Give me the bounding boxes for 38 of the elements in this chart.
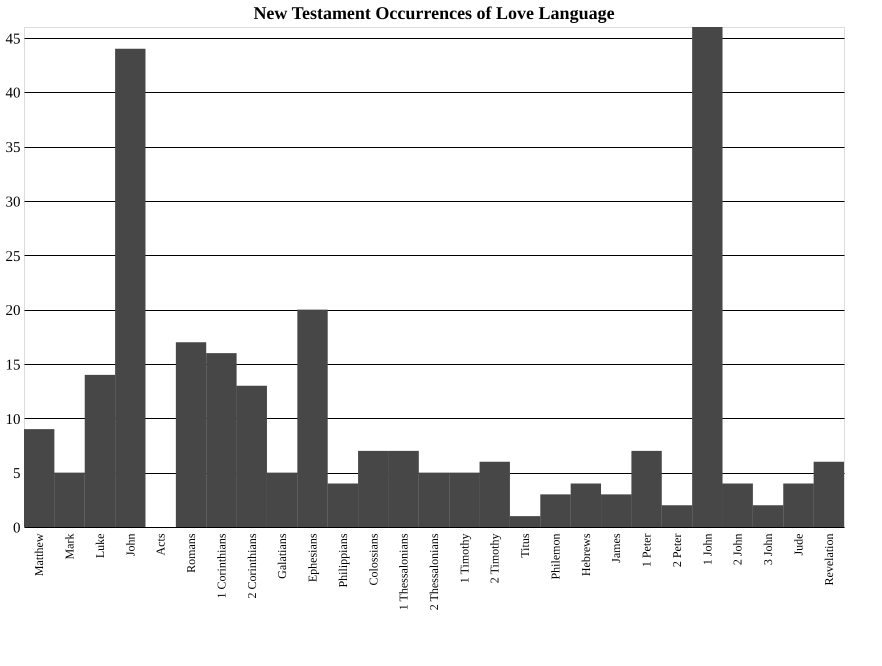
x-tick-label: 2 Corinthians <box>244 533 259 598</box>
y-tick-label: 20 <box>6 303 20 320</box>
x-tick-label: Colossians <box>366 533 380 586</box>
x-tick-label: Matthew <box>32 533 46 576</box>
x-tick-label: Acts <box>154 533 168 556</box>
x-tick-label: 2 Timothy <box>488 534 502 584</box>
x-tick-label: Hebrews <box>578 533 593 576</box>
x-tick-label: 1 Timothy <box>457 534 472 584</box>
x-tick-label: John <box>123 534 138 556</box>
x-tick-label: Titus <box>518 533 532 558</box>
x-tick-label: Philippians <box>336 533 350 588</box>
x-tick-label: 1 Corinthians <box>214 533 228 598</box>
x-tick-label: Romans <box>184 533 198 573</box>
x-tick-label: Ephesians <box>306 533 320 582</box>
y-tick-label: 45 <box>6 31 20 48</box>
y-tick-label: 0 <box>13 520 20 536</box>
y-tick-label: 5 <box>13 466 20 482</box>
y-tick-label: 10 <box>6 412 20 428</box>
y-tick-label: 40 <box>6 86 20 102</box>
chart-title: New Testament Occurrences of Love Language <box>253 3 615 23</box>
x-tick-label: 1 Peter <box>640 533 654 568</box>
x-tick-label: Luke <box>92 534 107 558</box>
x-tick-label: Revelation <box>822 534 836 586</box>
x-tick-label: 2 Thessalonians <box>427 533 441 610</box>
x-tick-label: James <box>609 533 624 563</box>
y-tick-label: 35 <box>6 140 20 156</box>
x-tick-label: 2 John <box>730 534 745 566</box>
x-tick-label: Philemon <box>548 534 562 580</box>
y-tick-label: 25 <box>6 248 20 265</box>
y-tick-label: 30 <box>6 194 20 210</box>
x-tick-label: 1 John <box>700 534 714 566</box>
x-tick-label: 3 John <box>761 534 776 566</box>
x-tick-label: Mark <box>62 534 77 560</box>
x-tick-label: 2 Peter <box>670 533 684 568</box>
x-tick-label: Jude <box>791 534 806 556</box>
x-tick-label: 1 Thessalonians <box>396 533 411 610</box>
x-tick-label: Galatians <box>275 533 290 579</box>
y-tick-label: 15 <box>6 357 20 374</box>
